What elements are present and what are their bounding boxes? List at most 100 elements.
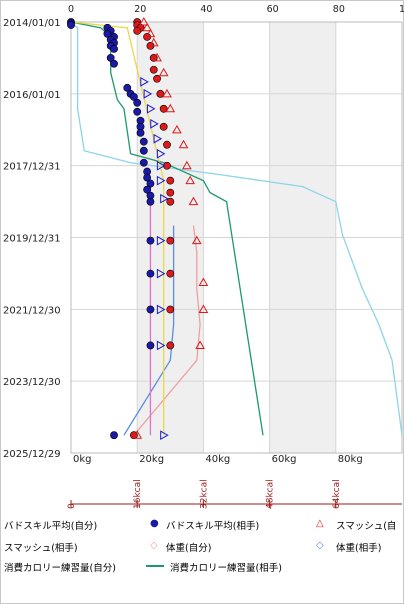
data-point-circle [163,140,171,149]
kcal-tick-label: 48kcal [266,479,276,509]
data-point-triangle-right [156,160,166,171]
legend: バドスキル平均(自分) ● バドスキル平均(相手) △ スマッシュ(自 スマッシ… [0,514,404,604]
data-point-circle [133,107,142,116]
y-tick-label: 2019/12/31 [3,234,61,245]
data-point-circle [103,29,112,38]
top-tick-label: 80 [333,4,345,15]
data-point-circle [166,176,175,185]
top-tick-label: 60 [267,4,279,15]
data-point-circle [149,65,158,74]
data-point-triangle-right [156,148,166,159]
data-point-circle [146,197,155,206]
data-point-triangle-right [156,175,166,186]
legend-label-skill-opp: バドスキル平均(相手) [166,521,260,532]
plot-border [70,21,403,454]
data-point-triangle [181,160,192,170]
kg-tick-label: 80kg [338,454,363,465]
data-point-triangle-right [140,76,149,87]
kg-tick-label: 40kg [205,454,230,465]
data-point-triangle-right [153,133,163,144]
data-point-circle [166,269,175,278]
data-point-triangle [198,277,209,286]
data-point-circle [143,173,152,182]
data-point-circle [123,83,132,92]
data-point-triangle [158,67,169,77]
y-tick-label: 2016/01/01 [3,90,61,101]
data-point-circle [146,269,155,278]
legend-label-smash-self: スマッシュ(自 [336,521,397,532]
kg-tick-label: 60kg [272,454,297,465]
data-point-circle [166,188,175,197]
legend-circle-marker: ● [150,518,159,529]
legend-triangle-marker: △ [316,518,324,529]
series-line [123,225,175,436]
data-point-circle [110,431,118,440]
kcal-tick-label: 32kcal [199,479,209,509]
data-point-triangle [132,430,143,439]
series-line [70,21,165,436]
kg-tick-label: 0kg [73,454,92,465]
legend-label-smash-opp: スマッシュ(相手) [4,543,78,554]
data-point-circle [139,137,148,146]
data-point-circle [146,305,155,314]
data-point-circle [133,26,142,35]
data-point-triangle-right [150,118,159,129]
data-point-circle [110,44,118,53]
data-point-triangle-right [156,268,166,279]
data-point-circle [166,341,175,350]
top-tick-label: 20 [134,4,146,15]
top-tick-label: 10 [399,4,404,15]
legend-diamond-marker-opp: ◇ [316,540,324,551]
data-point-triangle-right [156,235,166,246]
legend-label-weight-opp: 体重(相手) [336,543,382,554]
data-point-circle [156,89,165,98]
data-point-circle [129,92,138,101]
legend-line-marker [146,565,164,567]
legend-diamond-marker-self: ◇ [150,540,158,551]
data-point-triangle [198,304,209,314]
legend-label-weight-self: 体重(自分) [166,543,212,554]
data-point-circle [146,179,155,188]
data-point-triangle-right [143,88,153,99]
data-point-circle [139,146,148,155]
kg-tick-label: 20kg [139,454,164,465]
data-point-circle [133,98,142,107]
data-point-triangle [191,235,202,245]
data-point-circle [136,128,145,137]
data-point-triangle [148,37,159,47]
kcal-tick-label: 16kcal [133,479,143,509]
data-point-triangle [152,52,162,62]
legend-label-cal-opp: 消費カロリー練習量(相手) [170,563,282,574]
top-tick-label: 0 [68,4,74,15]
data-point-circle [166,236,175,245]
data-point-circle [106,54,115,62]
data-point-triangle [162,88,172,98]
kcal-tick-label: 0 [67,503,77,509]
data-point-circle [166,197,175,206]
y-tick-label: 2023/12/30 [3,377,61,388]
data-point-triangle [165,103,176,113]
y-tick-label: 2025/12/29 [3,449,61,460]
legend-label-skill-self: バドスキル平均(自分) [4,521,98,532]
data-point-circle [67,21,75,29]
data-point-circle [153,74,161,83]
data-point-triangle [195,340,205,349]
data-point-circle [159,104,168,113]
data-point-circle [146,341,155,350]
data-point-circle [139,158,148,167]
data-point-triangle [185,175,196,185]
data-point-triangle [138,16,149,26]
data-point-circle [110,59,118,68]
series-line [70,21,403,436]
y-tick-label: 2017/12/31 [3,162,61,173]
data-point-circle [143,185,152,194]
data-point-triangle [188,196,199,206]
data-point-triangle [145,28,156,38]
y-tick-label: 2021/12/30 [3,305,61,316]
data-point-circle [146,236,155,245]
data-point-triangle-right [156,304,166,315]
data-point-triangle-right [156,340,166,351]
series-line [133,225,201,436]
data-point-circle [166,305,175,314]
